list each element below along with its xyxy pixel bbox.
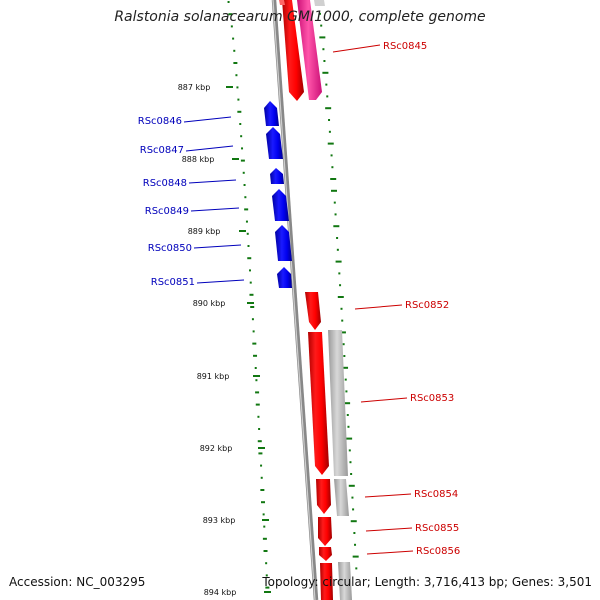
topology-label: Topology: circular; Length: 3,716,413 bp… [262,575,592,589]
leader-line [364,493,412,498]
tick-label: 890 kbp [193,299,226,308]
leader-line [360,397,408,403]
tick-label: 889 kbp [188,227,221,236]
gene-label-rsc0854[interactable]: RSc0854 [414,489,458,500]
gc-skew-track-left [227,1,270,589]
gene-label-rsc0850[interactable]: RSc0850 [148,243,192,254]
leader-line [185,145,234,152]
gene-label-rsc0856[interactable]: RSc0856 [416,546,460,557]
gene-arrow-rsc0845 [282,0,304,101]
gray-feature [314,0,325,6]
gene-arrow-rsc0853 [308,332,329,475]
tick-label: 893 kbp [203,516,236,525]
leader-line [332,44,381,53]
gene-arrow-prev [279,0,285,5]
gene-label-rsc0852[interactable]: RSc0852 [405,300,449,311]
gene-arrow-rsc0854 [316,479,331,514]
leader-line [366,550,414,555]
pink-feature [297,0,322,100]
tick-label: 891 kbp [197,372,230,381]
genome-backbone-highlight [272,0,316,600]
gene-arrow-rsc0847 [266,127,283,159]
gene-labels: RSc0845 RSc0846 RSc0847 RSc0848 RSc0849 RSc08… [138,41,461,557]
leader-line [183,116,232,123]
leader-line [354,304,403,310]
gray-feature [328,330,348,476]
gene-label-rsc0853[interactable]: RSc0853 [410,393,454,404]
gene-label-rsc0847[interactable]: RSc0847 [140,145,184,156]
genome-backbone [271,0,319,600]
gene-label-rsc0848[interactable]: RSc0848 [143,178,187,189]
gene-arrow-rsc0852 [305,292,321,330]
leader-line [190,207,240,212]
tick-label: 887 kbp [178,83,211,92]
tick-label: 894 kbp [204,588,237,597]
gene-label-rsc0855[interactable]: RSc0855 [415,523,459,534]
gene-arrow-rsc0846 [264,101,279,126]
position-ticks: 887 kbp 888 kbp 889 kbp 890 kbp 891 kbp 892 k… [178,83,271,597]
gene-arrow-rsc0850 [275,225,292,261]
leader-line [188,179,237,184]
gene-arrow-rsc0849 [272,189,289,221]
leader-line [365,527,413,532]
accession-label: Accession: NC_003295 [9,575,146,589]
gene-arrow-rsc0851 [277,267,292,288]
gene-label-rsc0845[interactable]: RSc0845 [383,41,427,52]
tick-label: 892 kbp [200,444,233,453]
tick-label: 888 kbp [182,155,215,164]
gene-label-rsc0846[interactable]: RSc0846 [138,116,182,127]
gene-arrow-rsc0856 [319,547,332,561]
leader-line [193,244,242,249]
gray-feature [334,479,349,516]
gene-arrow-next [320,563,333,600]
gene-arrow-rsc0848 [270,168,284,184]
gc-skew-track-right [315,1,359,570]
gene-label-rsc0849[interactable]: RSc0849 [145,206,189,217]
gene-arrow-rsc0855 [318,517,332,546]
map-title: Ralstonia solanacearum GMI1000, complete… [114,9,486,25]
gray-feature [338,562,352,600]
gene-label-rsc0851[interactable]: RSc0851 [151,277,195,288]
leader-line [196,279,245,284]
